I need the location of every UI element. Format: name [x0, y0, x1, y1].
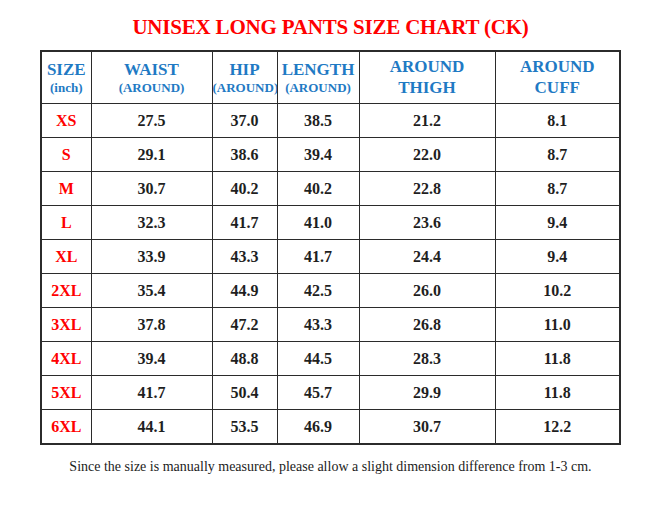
- header-length-sublabel: (AROUND): [278, 80, 359, 96]
- measurement-cell: 28.3: [359, 342, 495, 376]
- table-row: 6XL44.153.546.930.712.2: [41, 410, 620, 445]
- header-cell-around-thigh: AROUND THIGH: [359, 51, 495, 104]
- measurement-cell: 9.4: [495, 206, 620, 240]
- header-hip-label: HIP: [213, 60, 277, 80]
- measurement-cell: 47.2: [212, 308, 277, 342]
- measurement-cell: 40.2: [277, 172, 359, 206]
- measurement-cell: 43.3: [212, 240, 277, 274]
- header-cuff-label-line2: CUFF: [496, 78, 620, 98]
- table-row: XL33.943.341.724.49.4: [41, 240, 620, 274]
- size-label-cell: 5XL: [41, 376, 91, 410]
- measurement-cell: 43.3: [277, 308, 359, 342]
- measurement-cell: 29.9: [359, 376, 495, 410]
- measurement-cell: 33.9: [91, 240, 212, 274]
- measurement-cell: 46.9: [277, 410, 359, 445]
- measurement-cell: 27.5: [91, 104, 212, 138]
- measurement-cell: 26.8: [359, 308, 495, 342]
- measurement-cell: 40.2: [212, 172, 277, 206]
- measurement-cell: 37.8: [91, 308, 212, 342]
- measurement-cell: 41.7: [91, 376, 212, 410]
- measurement-cell: 41.7: [277, 240, 359, 274]
- size-label-cell: 4XL: [41, 342, 91, 376]
- size-label-cell: 6XL: [41, 410, 91, 445]
- measurement-cell: 30.7: [91, 172, 212, 206]
- table-header-row: SIZE (inch) WAIST (AROUND) HIP (AROUND) …: [41, 51, 620, 104]
- size-label-cell: XL: [41, 240, 91, 274]
- size-chart-page: UNISEX LONG PANTS SIZE CHART (CK) SIZE (…: [0, 0, 661, 510]
- header-thigh-label-line1: AROUND: [360, 57, 495, 77]
- table-row: 2XL35.444.942.526.010.2: [41, 274, 620, 308]
- header-cell-size: SIZE (inch): [41, 51, 91, 104]
- measurement-disclaimer: Since the size is manually measured, ple…: [0, 459, 661, 475]
- header-waist-label: WAIST: [92, 60, 212, 80]
- measurement-cell: 29.1: [91, 138, 212, 172]
- measurement-cell: 11.8: [495, 342, 620, 376]
- measurement-cell: 44.5: [277, 342, 359, 376]
- measurement-cell: 10.2: [495, 274, 620, 308]
- measurement-cell: 41.7: [212, 206, 277, 240]
- measurement-cell: 45.7: [277, 376, 359, 410]
- size-label-cell: 2XL: [41, 274, 91, 308]
- header-cuff-label-line1: AROUND: [496, 57, 620, 77]
- header-waist-sublabel: (AROUND): [92, 80, 212, 96]
- header-thigh-label-line2: THIGH: [360, 78, 495, 98]
- size-label-cell: M: [41, 172, 91, 206]
- measurement-cell: 37.0: [212, 104, 277, 138]
- measurement-cell: 38.6: [212, 138, 277, 172]
- measurement-cell: 21.2: [359, 104, 495, 138]
- header-hip-sublabel: (AROUND): [213, 80, 277, 96]
- measurement-cell: 22.8: [359, 172, 495, 206]
- measurement-cell: 38.5: [277, 104, 359, 138]
- measurement-cell: 12.2: [495, 410, 620, 445]
- measurement-cell: 8.7: [495, 138, 620, 172]
- measurement-cell: 9.4: [495, 240, 620, 274]
- table-row: 4XL39.448.844.528.311.8: [41, 342, 620, 376]
- measurement-cell: 39.4: [91, 342, 212, 376]
- header-cell-around-cuff: AROUND CUFF: [495, 51, 620, 104]
- size-label-cell: L: [41, 206, 91, 240]
- size-chart-body: XS27.537.038.521.28.1S29.138.639.422.08.…: [41, 104, 620, 445]
- table-row: L32.341.741.023.69.4: [41, 206, 620, 240]
- measurement-cell: 23.6: [359, 206, 495, 240]
- measurement-cell: 50.4: [212, 376, 277, 410]
- table-header: SIZE (inch) WAIST (AROUND) HIP (AROUND) …: [41, 51, 620, 104]
- page-title: UNISEX LONG PANTS SIZE CHART (CK): [0, 0, 661, 40]
- measurement-cell: 35.4: [91, 274, 212, 308]
- measurement-cell: 26.0: [359, 274, 495, 308]
- size-chart-table: SIZE (inch) WAIST (AROUND) HIP (AROUND) …: [40, 50, 621, 445]
- header-size-unit: (inch): [42, 80, 91, 96]
- measurement-cell: 39.4: [277, 138, 359, 172]
- measurement-cell: 8.7: [495, 172, 620, 206]
- table-row: M30.740.240.222.88.7: [41, 172, 620, 206]
- measurement-cell: 24.4: [359, 240, 495, 274]
- measurement-cell: 53.5: [212, 410, 277, 445]
- measurement-cell: 41.0: [277, 206, 359, 240]
- size-label-cell: 3XL: [41, 308, 91, 342]
- measurement-cell: 11.0: [495, 308, 620, 342]
- size-label-cell: XS: [41, 104, 91, 138]
- header-cell-hip: HIP (AROUND): [212, 51, 277, 104]
- measurement-cell: 48.8: [212, 342, 277, 376]
- table-row: 3XL37.847.243.326.811.0: [41, 308, 620, 342]
- header-size-label: SIZE: [42, 60, 91, 80]
- measurement-cell: 42.5: [277, 274, 359, 308]
- measurement-cell: 22.0: [359, 138, 495, 172]
- measurement-cell: 44.1: [91, 410, 212, 445]
- measurement-cell: 44.9: [212, 274, 277, 308]
- table-row: 5XL41.750.445.729.911.8: [41, 376, 620, 410]
- table-row: S29.138.639.422.08.7: [41, 138, 620, 172]
- header-length-label: LENGTH: [278, 60, 359, 80]
- measurement-cell: 30.7: [359, 410, 495, 445]
- header-cell-waist: WAIST (AROUND): [91, 51, 212, 104]
- table-row: XS27.537.038.521.28.1: [41, 104, 620, 138]
- size-label-cell: S: [41, 138, 91, 172]
- header-cell-length: LENGTH (AROUND): [277, 51, 359, 104]
- measurement-cell: 8.1: [495, 104, 620, 138]
- measurement-cell: 32.3: [91, 206, 212, 240]
- measurement-cell: 11.8: [495, 376, 620, 410]
